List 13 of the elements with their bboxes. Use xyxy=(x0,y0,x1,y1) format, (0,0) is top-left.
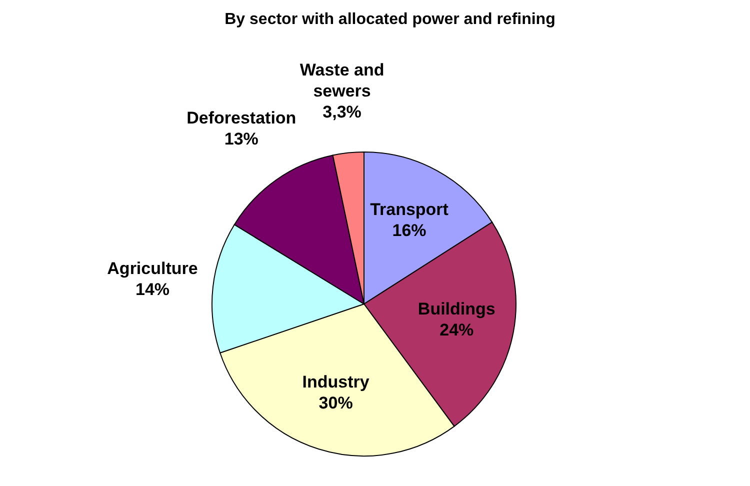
data-label: 24% xyxy=(440,321,474,340)
data-label: 16% xyxy=(392,221,426,240)
data-label: 3,3% xyxy=(322,102,362,122)
data-label: 13% xyxy=(224,130,258,150)
slice-label: Agriculture xyxy=(107,259,198,278)
data-label: 30% xyxy=(318,394,353,413)
slice-label: Deforestation xyxy=(186,109,296,128)
chart-title: By sector with allocated power and refining xyxy=(224,11,556,28)
slice-label: Transport xyxy=(370,200,449,220)
slice-label: Buildings xyxy=(418,300,496,320)
data-label: 14% xyxy=(136,280,170,300)
slice-label: Waste and sewers xyxy=(300,60,384,101)
slice-label: Industry xyxy=(302,372,370,392)
